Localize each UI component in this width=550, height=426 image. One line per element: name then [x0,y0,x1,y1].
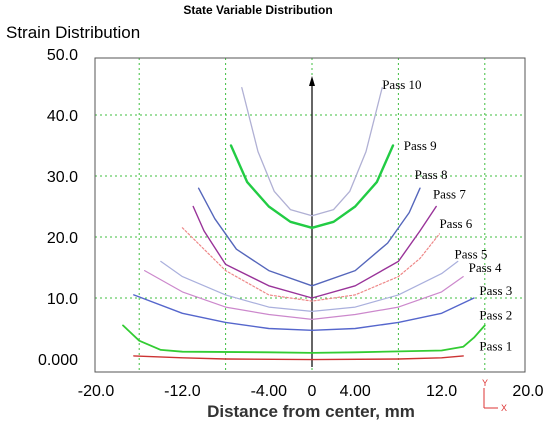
series-label-pass-8: Pass 8 [415,167,448,182]
svg-text:X: X [501,403,507,413]
series-lines [122,86,486,361]
series-label-pass-1: Pass 1 [479,338,512,353]
series-line-pass-8 [197,187,421,287]
y-axis-label: Strain Distribution [6,23,140,42]
series-label-pass-2: Pass 2 [479,307,512,322]
center-axis-arrow-icon [309,76,315,86]
series-line-pass-5 [160,260,459,312]
x-tick-label: 20.0 [512,383,543,400]
center-axis [309,76,315,367]
x-tick-label: 12.0 [426,383,457,400]
chart-title: State Variable Distribution [183,3,332,17]
x-tick-labels: -20.0 -12.0 -4.00 0 4.00 12.0 20.0 [78,383,544,400]
series-line-pass-7 [192,205,437,299]
y-tick-label: 50.0 [47,47,78,64]
series-line-pass-2 [122,324,486,354]
y-tick-label: 20.0 [47,230,78,247]
x-tick-label: 0 [308,383,317,400]
series-label-pass-9: Pass 9 [404,138,437,153]
svg-text:Y: Y [482,378,488,388]
x-axis-label: Distance from center, mm [207,402,415,421]
y-tick-label: 30.0 [47,169,78,186]
y-tick-labels: 0.000 10.0 20.0 30.0 40.0 50.0 [38,47,78,369]
plot-frame [94,57,526,373]
series-line-pass-4 [144,270,464,320]
y-tick-label: 0.000 [38,352,78,369]
series-line-pass-1 [133,355,464,361]
series-line-pass-6 [181,227,440,302]
x-tick-label: -4.00 [251,383,288,400]
series-label-pass-10: Pass 10 [382,77,421,92]
y-tick-label: 40.0 [47,108,78,125]
series-label-pass-5: Pass 5 [455,246,488,261]
series-label-pass-7: Pass 7 [433,187,466,202]
series-line-pass-9 [229,144,395,230]
series-label-pass-6: Pass 6 [439,216,472,231]
series-label-pass-3: Pass 3 [479,283,512,298]
series-line-pass-3 [133,294,475,331]
series-label-pass-4: Pass 4 [469,260,502,275]
x-tick-label: -12.0 [164,383,201,400]
axis-triad-icon: Y X [482,378,507,413]
y-tick-label: 10.0 [47,291,78,308]
series-line-pass-10 [241,86,383,217]
x-tick-label: -20.0 [78,383,115,400]
x-tick-label: 4.00 [340,383,371,400]
